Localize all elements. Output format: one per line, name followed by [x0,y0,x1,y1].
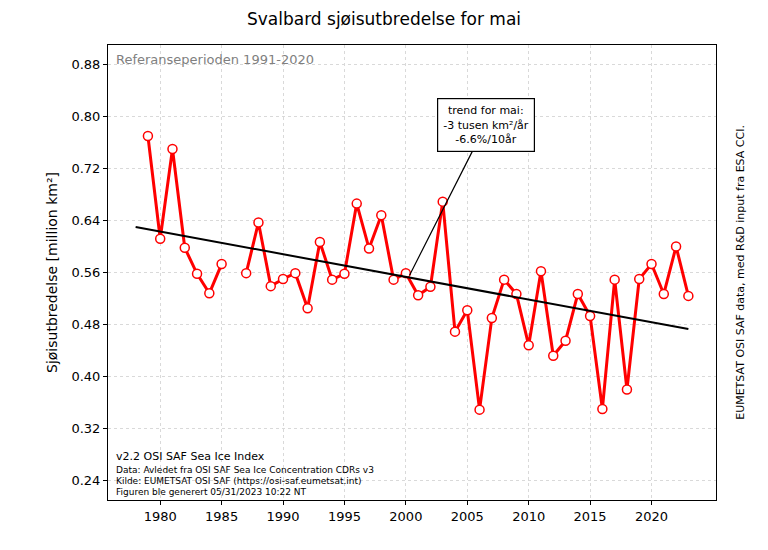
svg-text:Referanseperioden 1991-2020: Referanseperioden 1991-2020 [116,52,314,67]
svg-text:Figuren ble generert 05/31/202: Figuren ble generert 05/31/2023 10:22 NT [116,487,307,497]
svg-text:EUMETSAT OSI SAF data, med R&D: EUMETSAT OSI SAF data, med R&D input fra… [734,125,747,420]
svg-text:0.64: 0.64 [71,213,100,228]
svg-text:v2.2 OSI SAF Sea Ice Index: v2.2 OSI SAF Sea Ice Index [116,450,265,463]
svg-text:1980: 1980 [144,509,177,524]
svg-text:trend for mai:-3 tusen km²/år-: trend for mai:-3 tusen km²/år-6.6%/10år [443,104,529,146]
svg-text:Sjøisutbredelse [million km²]: Sjøisutbredelse [million km²] [44,172,60,373]
svg-text:2005: 2005 [451,509,484,524]
svg-text:0.32: 0.32 [71,421,100,436]
svg-text:0.56: 0.56 [71,265,100,280]
svg-text:0.88: 0.88 [71,57,100,72]
svg-text:0.48: 0.48 [71,317,100,332]
svg-text:0.80: 0.80 [71,109,100,124]
svg-text:1995: 1995 [328,509,361,524]
svg-text:2020: 2020 [635,509,668,524]
svg-text:1985: 1985 [205,509,238,524]
svg-text:1990: 1990 [266,509,299,524]
svg-text:2000: 2000 [389,509,422,524]
svg-text:2015: 2015 [574,509,607,524]
svg-text:Data: Avledet fra OSI SAF Sea: Data: Avledet fra OSI SAF Sea Ice Concen… [116,465,374,475]
svg-text:0.24: 0.24 [71,473,100,488]
svg-text:Svalbard sjøisutbredelse for m: Svalbard sjøisutbredelse for mai [247,9,521,29]
svg-text:0.72: 0.72 [71,161,100,176]
svg-text:2010: 2010 [512,509,545,524]
svg-text:0.40: 0.40 [71,369,100,384]
svg-text:Kilde: EUMETSAT OSI SAF (https: Kilde: EUMETSAT OSI SAF (https://osi-saf… [116,476,362,486]
